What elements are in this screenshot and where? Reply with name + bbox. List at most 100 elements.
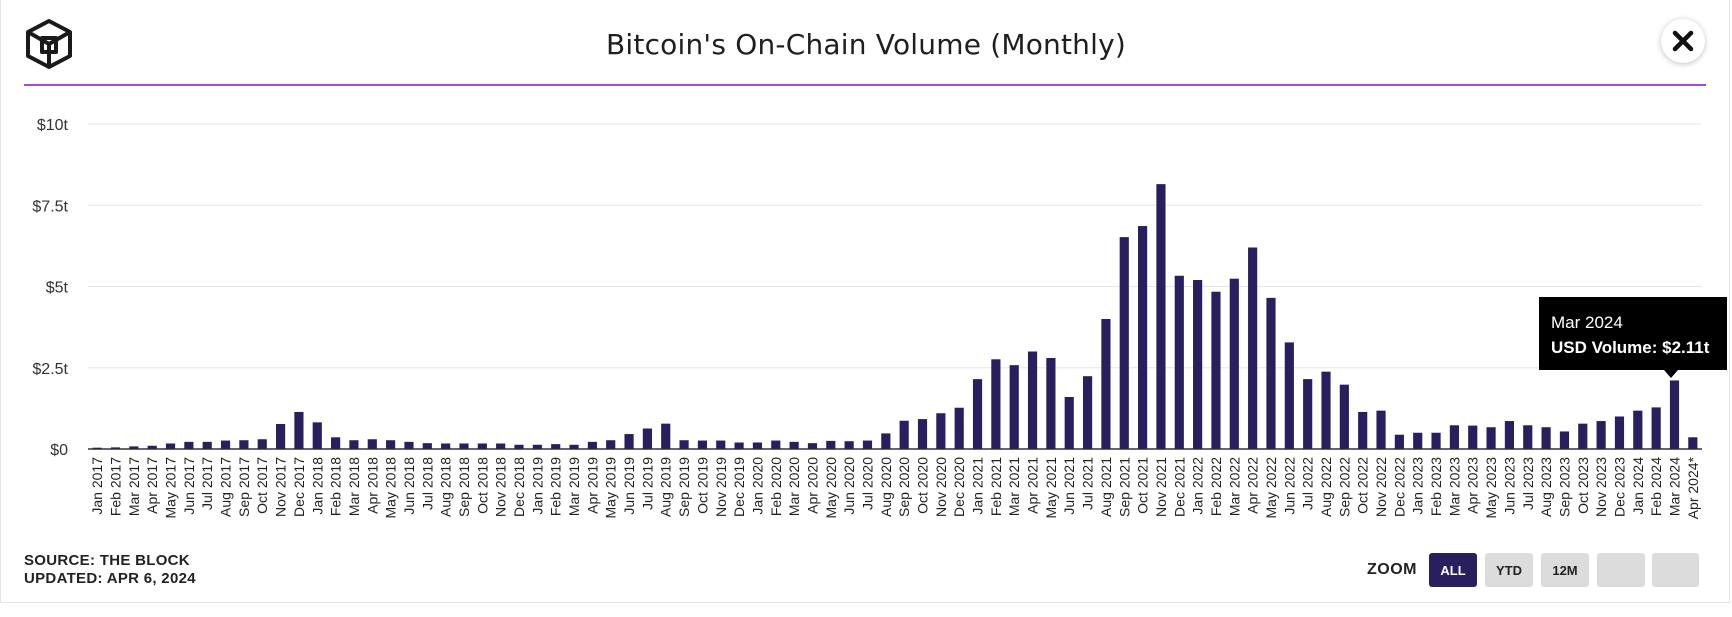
bar[interactable]	[917, 419, 928, 449]
bar[interactable]	[1046, 358, 1056, 449]
bar[interactable]	[367, 439, 377, 449]
title-divider	[24, 84, 1706, 86]
bar[interactable]	[734, 442, 744, 450]
zoom-extra-button-2[interactable]	[1652, 553, 1699, 587]
bar[interactable]	[771, 440, 781, 449]
bar[interactable]	[1138, 226, 1148, 449]
bar[interactable]	[661, 423, 671, 449]
bar[interactable]	[110, 447, 121, 449]
bar[interactable]	[881, 433, 891, 449]
bar[interactable]	[679, 440, 689, 449]
bar[interactable]	[477, 443, 487, 449]
bar[interactable]	[1688, 437, 1698, 449]
bar[interactable]	[1413, 432, 1423, 449]
bar[interactable]	[1669, 380, 1680, 449]
bar[interactable]	[422, 443, 432, 449]
bar[interactable]	[624, 434, 634, 449]
zoom-12m-button[interactable]: 12M	[1541, 553, 1589, 587]
bar[interactable]	[1504, 421, 1515, 449]
bar[interactable]	[1376, 410, 1386, 449]
bar[interactable]	[1266, 297, 1276, 449]
bar[interactable]	[1027, 351, 1038, 450]
bar[interactable]	[862, 440, 873, 449]
bar[interactable]	[312, 422, 322, 449]
bar[interactable]	[1082, 376, 1093, 449]
bar[interactable]	[1633, 410, 1643, 449]
bar[interactable]	[587, 441, 597, 449]
bar[interactable]	[1174, 275, 1184, 449]
bar[interactable]	[936, 413, 946, 449]
zoom-ytd-button[interactable]: YTD	[1485, 553, 1533, 587]
bar[interactable]	[826, 440, 836, 449]
x-tick-label: Jul 2021	[1080, 457, 1096, 510]
bar[interactable]	[386, 440, 396, 449]
bar[interactable]	[1119, 237, 1129, 449]
bar[interactable]	[1248, 247, 1258, 450]
bar[interactable]	[1559, 431, 1570, 449]
bar[interactable]	[1358, 411, 1368, 449]
bar[interactable]	[1193, 280, 1203, 449]
bar[interactable]	[1523, 425, 1533, 449]
bar[interactable]	[1651, 407, 1661, 449]
bar[interactable]	[1229, 278, 1239, 449]
bar[interactable]	[991, 359, 1001, 449]
bar[interactable]	[202, 441, 212, 449]
bar[interactable]	[972, 379, 983, 449]
bar[interactable]	[1614, 416, 1625, 450]
bar[interactable]	[1596, 421, 1606, 449]
bar[interactable]	[220, 440, 231, 449]
bar[interactable]	[1211, 291, 1221, 449]
bar[interactable]	[954, 407, 964, 449]
bar[interactable]	[1431, 432, 1441, 449]
bar[interactable]	[129, 446, 139, 449]
bar[interactable]	[1486, 427, 1496, 449]
bar[interactable]	[606, 440, 616, 449]
bar[interactable]	[441, 443, 451, 449]
bar[interactable]	[514, 444, 524, 449]
bar[interactable]	[1339, 384, 1349, 449]
bar[interactable]	[1101, 319, 1111, 449]
bar[interactable]	[1394, 434, 1404, 449]
bar[interactable]	[1156, 184, 1166, 449]
bar[interactable]	[807, 443, 818, 449]
bar[interactable]	[569, 444, 579, 449]
bar[interactable]	[1284, 342, 1294, 449]
bar[interactable]	[551, 444, 561, 449]
bar[interactable]	[899, 420, 909, 449]
x-tick-label: Jun 2018	[401, 457, 417, 515]
close-button[interactable]	[1661, 19, 1705, 63]
bar[interactable]	[532, 444, 542, 449]
bar[interactable]	[404, 441, 414, 449]
bar[interactable]	[239, 440, 249, 449]
bar[interactable]	[1009, 365, 1019, 449]
bar[interactable]	[789, 441, 799, 449]
bar[interactable]	[1468, 425, 1478, 449]
bar[interactable]	[331, 437, 341, 449]
zoom-extra-button-1[interactable]	[1597, 553, 1645, 587]
bar[interactable]	[92, 447, 102, 449]
x-tick-label: Aug 2020	[878, 457, 894, 517]
bar[interactable]	[184, 441, 194, 449]
bar[interactable]	[752, 442, 763, 450]
x-tick-label: Dec 2021	[1171, 457, 1187, 517]
bar[interactable]	[459, 443, 469, 449]
bar[interactable]	[147, 445, 157, 449]
bar[interactable]	[716, 440, 726, 449]
bar[interactable]	[844, 441, 854, 449]
bar[interactable]	[294, 411, 304, 449]
bar[interactable]	[1578, 423, 1588, 449]
bar[interactable]	[257, 439, 267, 449]
bar[interactable]	[1449, 425, 1459, 449]
bar[interactable]	[642, 428, 652, 449]
zoom-all-button[interactable]: ALL	[1429, 553, 1477, 587]
x-tick-label: Jan 2017	[89, 457, 105, 515]
bar[interactable]	[1303, 379, 1313, 449]
bar[interactable]	[275, 423, 286, 449]
bar[interactable]	[1321, 371, 1331, 449]
bar[interactable]	[1541, 427, 1551, 449]
bar[interactable]	[165, 443, 176, 449]
bar[interactable]	[697, 440, 708, 449]
bar[interactable]	[1064, 397, 1074, 449]
bar[interactable]	[349, 440, 359, 449]
bar[interactable]	[496, 443, 506, 449]
